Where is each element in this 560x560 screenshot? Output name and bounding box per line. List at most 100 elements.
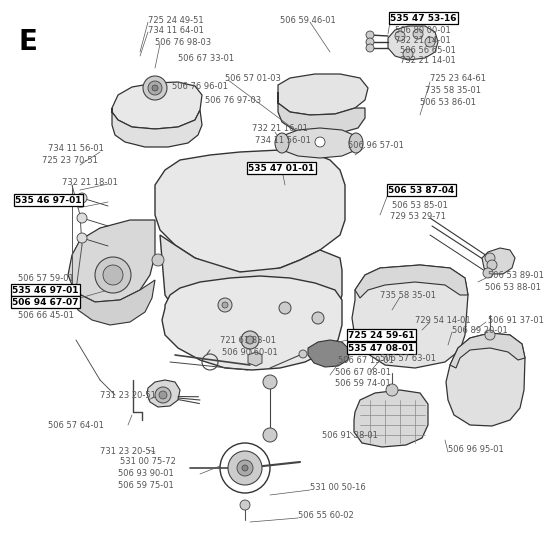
Ellipse shape [349,133,363,153]
Text: 506 93 90-01: 506 93 90-01 [118,469,174,478]
Text: 721 61 83-01: 721 61 83-01 [220,335,276,344]
Text: 735 58 35-01: 735 58 35-01 [425,86,481,95]
Text: 506 67 19-01: 506 67 19-01 [338,356,394,365]
Text: 732 21 16-01: 732 21 16-01 [252,124,308,133]
Polygon shape [450,333,525,368]
Circle shape [103,265,123,285]
Polygon shape [112,108,202,147]
Polygon shape [355,265,468,298]
Text: 531 00 50-16: 531 00 50-16 [310,483,366,492]
Polygon shape [248,352,262,366]
Text: 506 59 74-01: 506 59 74-01 [335,380,391,389]
Text: 731 23 20-51: 731 23 20-51 [100,447,156,456]
Circle shape [263,428,277,442]
Text: 729 53 29-71: 729 53 29-71 [390,212,446,221]
Ellipse shape [275,133,289,153]
Text: 535 46 97-01: 535 46 97-01 [12,286,78,295]
Text: 732 21 14-01: 732 21 14-01 [395,35,451,44]
Text: 506 53 88-01: 506 53 88-01 [485,282,541,292]
Polygon shape [308,340,350,367]
Circle shape [241,331,259,349]
Text: 734 11 56-01: 734 11 56-01 [48,143,104,152]
Text: 506 53 87-04: 506 53 87-04 [388,185,454,194]
Circle shape [240,500,250,510]
Circle shape [242,465,248,471]
Text: 732 21 14-01: 732 21 14-01 [400,55,456,64]
Circle shape [299,350,307,358]
Text: 725 23 64-61: 725 23 64-61 [430,73,486,82]
Circle shape [95,257,131,293]
Circle shape [395,31,405,41]
Circle shape [425,37,435,47]
Polygon shape [278,74,368,115]
Circle shape [77,233,87,243]
Polygon shape [282,128,356,158]
Polygon shape [72,280,155,325]
Text: 506 53 89-01: 506 53 89-01 [488,270,544,279]
Polygon shape [112,82,202,129]
Polygon shape [278,92,365,134]
Polygon shape [446,333,525,426]
Text: 731 23 20-51: 731 23 20-51 [100,390,156,399]
Circle shape [315,137,325,147]
Circle shape [485,253,495,263]
Circle shape [246,336,254,344]
Text: 729 54 14-01: 729 54 14-01 [415,315,470,324]
Circle shape [77,213,87,223]
Circle shape [237,460,253,476]
Polygon shape [388,26,438,60]
Circle shape [228,451,262,485]
Text: 506 53 85-01: 506 53 85-01 [392,200,448,209]
Text: 506 67 08-01: 506 67 08-01 [335,367,391,376]
Circle shape [366,38,374,46]
Circle shape [403,49,413,59]
Circle shape [152,85,158,91]
Text: 506 80 00-01: 506 80 00-01 [395,26,451,35]
Text: 506 56 65-01: 506 56 65-01 [400,45,456,54]
Text: 506 89 20-01: 506 89 20-01 [452,325,508,334]
Circle shape [218,298,232,312]
Circle shape [413,29,423,39]
Circle shape [483,268,493,278]
Circle shape [155,387,171,403]
Text: 506 57 63-01: 506 57 63-01 [380,353,436,362]
Circle shape [148,81,162,95]
Circle shape [159,391,167,399]
Text: 506 66 45-01: 506 66 45-01 [18,310,74,320]
Polygon shape [68,220,155,302]
Polygon shape [162,276,342,370]
Text: 734 11 64-01: 734 11 64-01 [148,26,204,35]
Text: 535 47 53-16: 535 47 53-16 [390,13,456,22]
Circle shape [143,76,167,100]
Text: 506 76 96-01: 506 76 96-01 [172,82,228,91]
Circle shape [152,254,164,266]
Text: 506 76 98-03: 506 76 98-03 [155,38,211,46]
Text: 506 91 37-01: 506 91 37-01 [488,315,544,324]
Text: 506 91 38-01: 506 91 38-01 [322,431,378,440]
Text: 506 76 97-03: 506 76 97-03 [205,96,261,105]
Text: 506 57 64-01: 506 57 64-01 [48,421,104,430]
Circle shape [366,44,374,52]
Text: 725 24 59-61: 725 24 59-61 [348,330,414,339]
Polygon shape [352,265,468,368]
Circle shape [386,384,398,396]
Circle shape [222,302,228,308]
Text: 506 90 60-01: 506 90 60-01 [222,348,278,357]
Polygon shape [155,150,345,272]
Text: 506 53 86-01: 506 53 86-01 [420,97,476,106]
Polygon shape [160,235,342,338]
Circle shape [263,375,277,389]
Text: 531 00 75-72: 531 00 75-72 [120,458,176,466]
Text: E: E [18,28,37,56]
Text: 506 59 46-01: 506 59 46-01 [280,16,336,25]
Polygon shape [147,380,180,407]
Polygon shape [354,390,428,447]
Text: 506 59 75-01: 506 59 75-01 [118,482,174,491]
Circle shape [485,330,495,340]
Text: 535 47 01-01: 535 47 01-01 [248,164,314,172]
Text: 535 46 97-01: 535 46 97-01 [15,195,82,204]
Polygon shape [482,248,515,274]
Text: 506 96 95-01: 506 96 95-01 [448,446,504,455]
Text: 535 47 08-01: 535 47 08-01 [348,343,414,352]
Circle shape [312,312,324,324]
